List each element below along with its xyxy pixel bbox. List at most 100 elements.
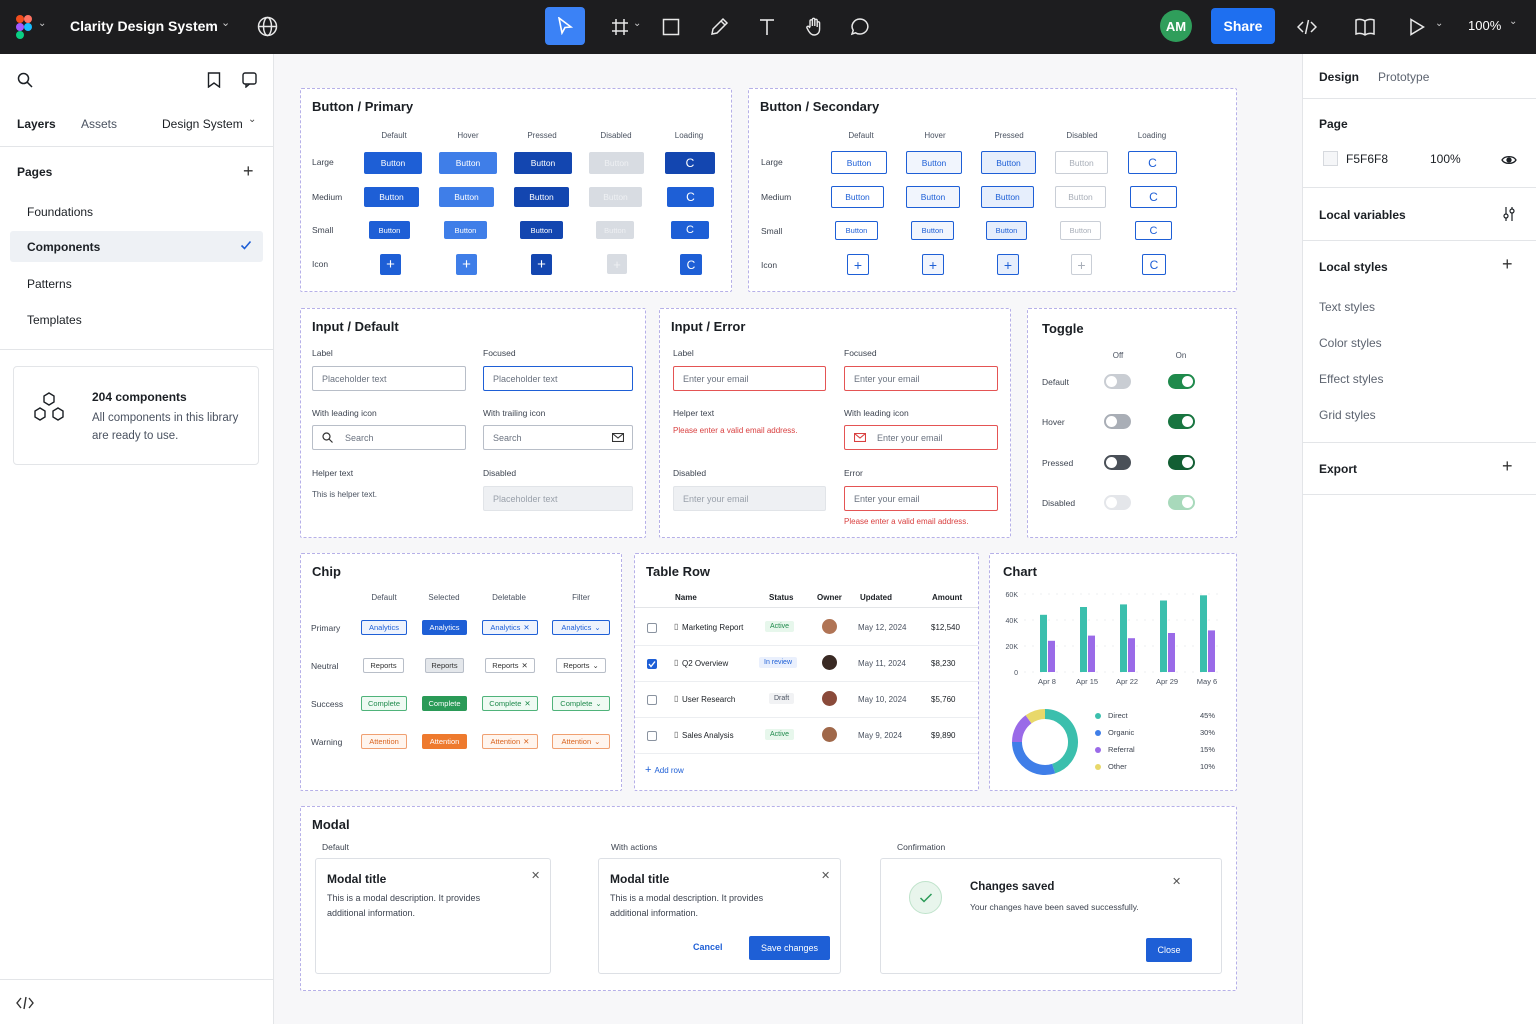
table-row[interactable]: ▯ User Research Draft May 10, 2024 $5,76… [635,682,978,718]
primary-button-medium-hover[interactable]: Button [439,187,494,207]
search-input-trailing[interactable]: Search [483,425,633,450]
library-dropdown[interactable]: Design System [162,117,243,131]
primary-button-small-loading[interactable]: C [671,221,709,239]
secondary-button-small-hover[interactable]: Button [911,221,954,240]
chart-frame[interactable]: Chart 0 20K 40K 60K Apr 8 Apr 15 Apr 22 Apr 29 M… [989,553,1237,791]
page-opacity-value[interactable]: 100% [1430,152,1461,166]
primary-button-small[interactable]: Button [369,221,410,239]
toggle-frame[interactable]: Toggle Off On Default Hover Pressed Disa… [1027,308,1237,538]
secondary-icon-button[interactable]: + [847,254,869,275]
table-row-frame[interactable]: Table Row Name Status Owner Updated Amou… [634,553,979,791]
bookmark-icon[interactable] [207,72,221,93]
zoom-chevron-icon[interactable]: ⌄ [1509,16,1518,27]
chip-success-deletable[interactable]: Complete ✕ [482,696,538,711]
table-row[interactable]: ▯ Q2 Overview In review May 11, 2024 $8,… [635,646,978,682]
page-item-patterns[interactable]: Patterns [27,277,72,291]
comments-panel-icon[interactable] [242,72,257,93]
chip-frame[interactable]: Chip Default Selected Deletable Filter P… [300,553,622,791]
button-secondary-frame[interactable]: Button / Secondary Default Hover Pressed… [748,88,1237,292]
menu-chevron-icon[interactable]: ⌄ [38,18,47,29]
primary-button-large-hover[interactable]: Button [439,152,497,174]
primary-button-medium[interactable]: Button [364,187,419,207]
local-variables-heading[interactable]: Local variables [1319,208,1406,222]
table-row[interactable]: ▯ Sales Analysis Active May 9, 2024 $9,8… [635,718,978,754]
primary-icon-button[interactable]: + [380,254,401,275]
globe-icon[interactable] [257,16,278,42]
text-styles-item[interactable]: Text styles [1319,300,1376,314]
rectangle-tool-icon[interactable] [656,12,686,42]
grid-styles-item[interactable]: Grid styles [1319,408,1376,422]
email-input-error[interactable]: Enter your email [673,366,826,391]
toggle-off[interactable] [1104,374,1131,389]
tab-layers[interactable]: Layers [17,117,56,131]
text-input[interactable]: Placeholder text [312,366,466,391]
toggle-on-pressed[interactable] [1168,455,1195,470]
color-styles-item[interactable]: Color styles [1319,336,1382,350]
move-tool-button[interactable] [545,7,585,45]
page-color-value[interactable]: F5F6F8 [1346,152,1389,166]
frame-chevron-icon[interactable]: ⌄ [633,18,642,29]
file-chevron-icon[interactable]: ⌄ [221,17,231,29]
close-icon[interactable]: ✕ [531,870,541,882]
chip-success-filter[interactable]: Complete ⌄ [552,696,610,711]
canvas[interactable]: Button / Primary Default Hover Pressed D… [274,54,1518,1024]
secondary-button-large-loading[interactable]: C [1128,151,1177,174]
add-page-icon[interactable]: + [243,161,254,181]
chip-warning-deletable[interactable]: Attention ✕ [482,734,538,749]
tab-design[interactable]: Design [1319,70,1360,84]
primary-button-medium-loading[interactable]: C [667,187,714,207]
button-primary-frame[interactable]: Button / Primary Default Hover Pressed D… [300,88,732,292]
secondary-icon-button-hover[interactable]: + [922,254,944,275]
primary-icon-button-loading[interactable]: C [680,254,702,275]
secondary-button-large-hover[interactable]: Button [906,151,962,174]
chip-primary-filter[interactable]: Analytics ⌄ [552,620,610,635]
eye-icon[interactable] [1501,153,1517,171]
chip-primary-deletable[interactable]: Analytics ✕ [482,620,538,635]
code-view-icon[interactable] [1292,12,1322,42]
secondary-button-small-pressed[interactable]: Button [986,221,1027,240]
email-input-error-state[interactable]: Enter your email [844,486,998,511]
row-checkbox-checked[interactable] [647,659,657,669]
toggle-off-pressed[interactable] [1104,455,1131,470]
modal-frame[interactable]: Modal Default With actions Confirmation … [300,806,1237,991]
toggle-on[interactable] [1168,374,1195,389]
secondary-button-large-pressed[interactable]: Button [981,151,1036,174]
close-icon[interactable]: ✕ [521,661,528,670]
toggle-on-hover[interactable] [1168,414,1195,429]
secondary-button-medium-hover[interactable]: Button [906,186,960,208]
primary-button-medium-pressed[interactable]: Button [514,187,569,207]
chip-warning-default[interactable]: Attention [361,734,407,749]
row-checkbox[interactable] [647,731,657,741]
primary-icon-button-hover[interactable]: + [456,254,477,275]
toggle-off-hover[interactable] [1104,414,1131,429]
search-input-leading[interactable]: Search [312,425,466,450]
page-item-foundations[interactable]: Foundations [27,205,94,219]
row-checkbox[interactable] [647,695,657,705]
secondary-icon-button-pressed[interactable]: + [997,254,1019,275]
chip-warning-filter[interactable]: Attention ⌄ [552,734,610,749]
close-icon[interactable]: ✕ [523,623,530,632]
row-checkbox[interactable] [647,623,657,633]
add-row-button[interactable]: + Add row [645,764,684,776]
add-style-icon[interactable]: + [1502,254,1513,274]
file-name[interactable]: Clarity Design System [70,18,218,34]
chip-primary-selected[interactable]: Analytics [422,620,467,635]
effect-styles-item[interactable]: Effect styles [1319,372,1384,386]
secondary-button-large[interactable]: Button [831,151,887,174]
share-button[interactable]: Share [1211,8,1275,44]
input-default-frame[interactable]: Input / Default Label Focused Placeholde… [300,308,646,538]
chip-primary-default[interactable]: Analytics [361,620,407,635]
primary-button-large[interactable]: Button [364,152,422,174]
close-icon[interactable]: ✕ [523,737,530,746]
chip-success-default[interactable]: Complete [361,696,407,711]
search-icon[interactable] [17,72,33,93]
text-tool-icon[interactable] [752,12,782,42]
cancel-button[interactable]: Cancel [693,942,723,952]
primary-icon-button-pressed[interactable]: + [531,254,552,275]
save-changes-button[interactable]: Save changes [749,936,830,960]
dev-mode-code-icon[interactable] [16,996,34,1015]
secondary-button-small-loading[interactable]: C [1135,221,1172,240]
page-item-templates[interactable]: Templates [27,313,82,327]
frame-tool-icon[interactable] [605,12,635,42]
email-input-error-focused[interactable]: Enter your email [844,366,998,391]
